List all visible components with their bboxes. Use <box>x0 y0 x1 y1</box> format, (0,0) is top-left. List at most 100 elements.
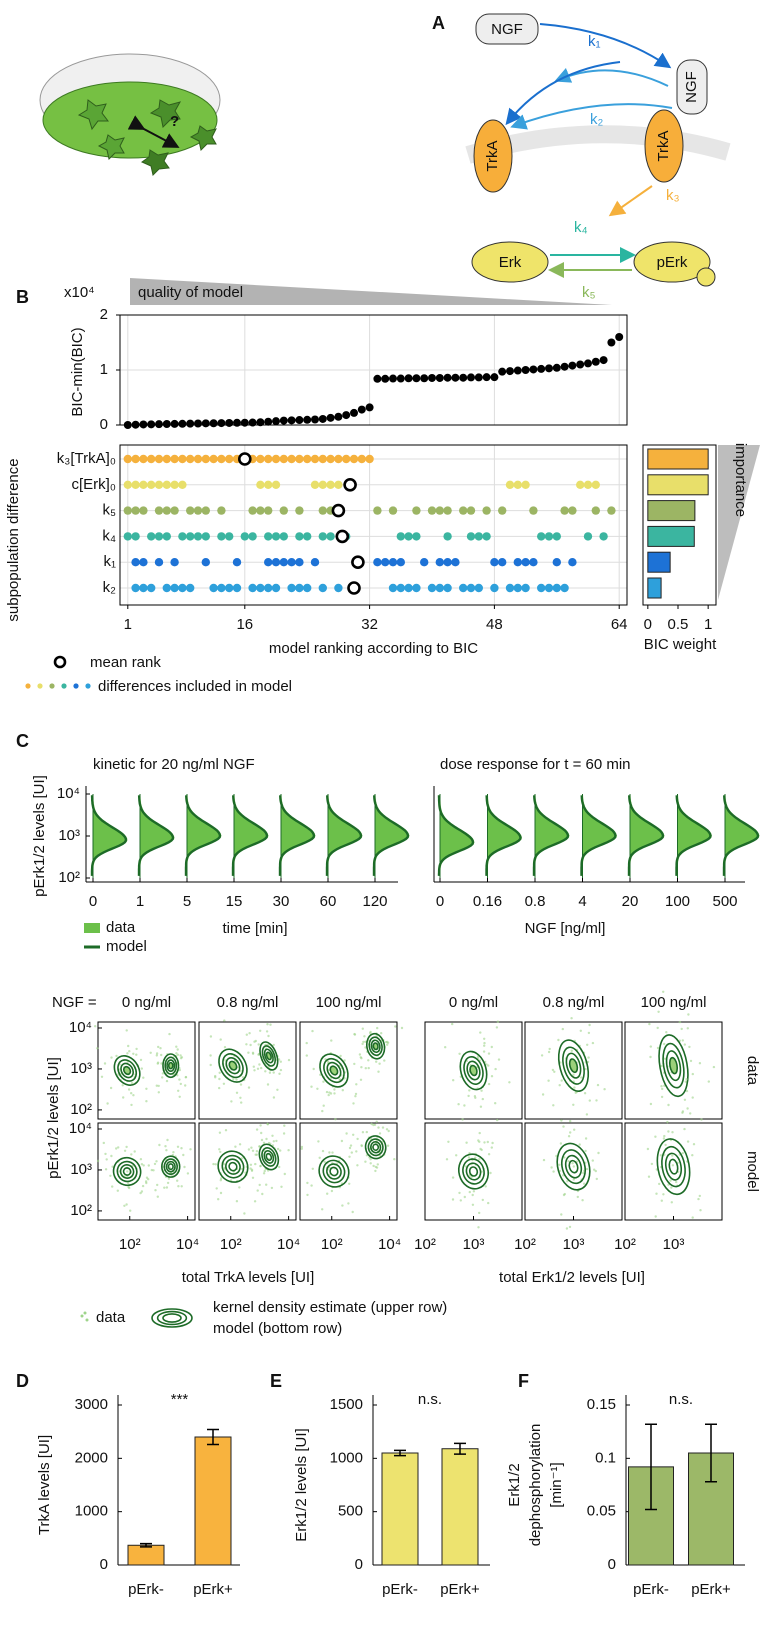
x-tick-label: 0.8 <box>525 893 546 910</box>
scatter-point <box>558 1084 561 1087</box>
scatter-point <box>311 1167 314 1171</box>
data-density <box>280 794 316 876</box>
scatter-point <box>271 1134 274 1138</box>
y-axis-label: [min⁻¹] <box>548 1462 565 1507</box>
scatter-point <box>349 1144 353 1147</box>
panel-frame <box>97 1122 196 1221</box>
y-axis-label: Erk1/2 <box>506 1463 523 1506</box>
scatter-point <box>386 1041 390 1045</box>
inclusion-dot <box>178 532 187 541</box>
inclusion-dot <box>404 532 413 541</box>
scatter-point <box>586 1043 589 1047</box>
scatter-point <box>400 1026 404 1030</box>
inclusion-dot <box>576 480 585 489</box>
inclusion-dot <box>131 558 140 567</box>
data-point <box>560 362 569 371</box>
bar <box>647 577 662 599</box>
x-tick-label: pErk- <box>633 1581 669 1598</box>
scatter-point <box>94 1025 97 1028</box>
scatter-point <box>96 1047 99 1050</box>
inclusion-dot <box>560 506 569 515</box>
density-contour <box>259 1041 279 1071</box>
scatter-point <box>110 1154 113 1158</box>
inclusion-dot <box>552 583 561 593</box>
scatter-point <box>481 1097 484 1101</box>
x-tick-label: 30 <box>273 893 290 910</box>
data-point <box>178 419 187 428</box>
scatter-point <box>147 1164 150 1167</box>
scatter-point <box>687 1013 690 1016</box>
scatter-point <box>351 1210 354 1214</box>
scatter-point <box>235 1078 238 1081</box>
data-point <box>279 416 288 425</box>
inclusion-dot <box>271 583 281 593</box>
scatter-point <box>102 1141 106 1145</box>
scatter-point <box>218 1148 221 1151</box>
scatter-point <box>658 1182 661 1186</box>
density-contour <box>658 1034 689 1098</box>
scatter-point <box>383 1059 386 1062</box>
scatter-point <box>581 1199 584 1202</box>
inclusion-dot <box>303 532 312 541</box>
panel-label: D <box>16 1371 29 1391</box>
inclusion-dot <box>396 558 405 567</box>
inclusion-dot <box>513 583 522 593</box>
scatter-point <box>160 1062 163 1065</box>
scatter-point <box>558 1163 561 1167</box>
scatter-point <box>145 1087 148 1091</box>
scatter-point <box>474 1156 477 1159</box>
density-contour <box>122 1065 132 1076</box>
scatter-point <box>584 1149 587 1153</box>
condition-prefix: NGF = <box>52 994 97 1011</box>
scatter-point <box>209 1035 213 1038</box>
inclusion-dot <box>381 558 390 567</box>
arrow <box>608 185 653 217</box>
scatter-point <box>156 1061 160 1064</box>
scatter-point <box>650 1162 654 1166</box>
plot-frame <box>119 314 628 426</box>
density-contour <box>162 1053 180 1079</box>
scatter-point <box>149 1051 152 1055</box>
side-label: importance <box>732 443 749 517</box>
scatter-point <box>684 1080 687 1083</box>
scatter-point <box>376 1163 379 1166</box>
scatter-point <box>247 1148 251 1151</box>
scatter-point <box>247 1086 251 1089</box>
scatter-point <box>240 1167 244 1171</box>
scatter-point <box>591 1041 595 1045</box>
scatter-point <box>145 1100 148 1103</box>
data-density <box>374 794 410 876</box>
y-tick-label: 3000 <box>75 1396 108 1413</box>
scatter-point <box>666 1120 669 1124</box>
x-tick-label: pErk+ <box>440 1581 480 1598</box>
scatter-point <box>125 1145 128 1149</box>
inclusion-dot <box>123 532 132 541</box>
scatter-point <box>245 1043 248 1046</box>
scatter-point <box>341 1089 344 1092</box>
scatter-point <box>487 1052 491 1055</box>
row-label: k₄ <box>102 527 116 544</box>
data-point <box>474 373 483 382</box>
scatter-point <box>129 1209 132 1212</box>
scatter-point <box>127 1186 130 1189</box>
y-axis-label: TrkA levels [UI] <box>36 1435 53 1535</box>
scatter-point <box>175 1045 178 1048</box>
scatter-point <box>176 1145 180 1149</box>
inclusion-dot <box>139 506 148 515</box>
scatter-point <box>691 1154 694 1157</box>
inclusion-dot <box>404 583 413 593</box>
dish-question: ? <box>170 113 179 130</box>
inclusion-dot <box>154 506 164 515</box>
scatter-point <box>664 1143 667 1147</box>
scatter-point <box>681 1152 684 1155</box>
scatter-point <box>385 1128 389 1131</box>
scatter-point <box>238 1143 242 1146</box>
scatter-point <box>386 1144 390 1147</box>
scatter-point <box>223 1019 226 1022</box>
scatter-point <box>109 1086 113 1090</box>
density-contour <box>468 1166 479 1177</box>
scatter-point <box>671 1131 674 1134</box>
scatter-point <box>306 1193 309 1197</box>
inclusion-dot <box>287 583 296 593</box>
scatter-point <box>123 1149 127 1153</box>
